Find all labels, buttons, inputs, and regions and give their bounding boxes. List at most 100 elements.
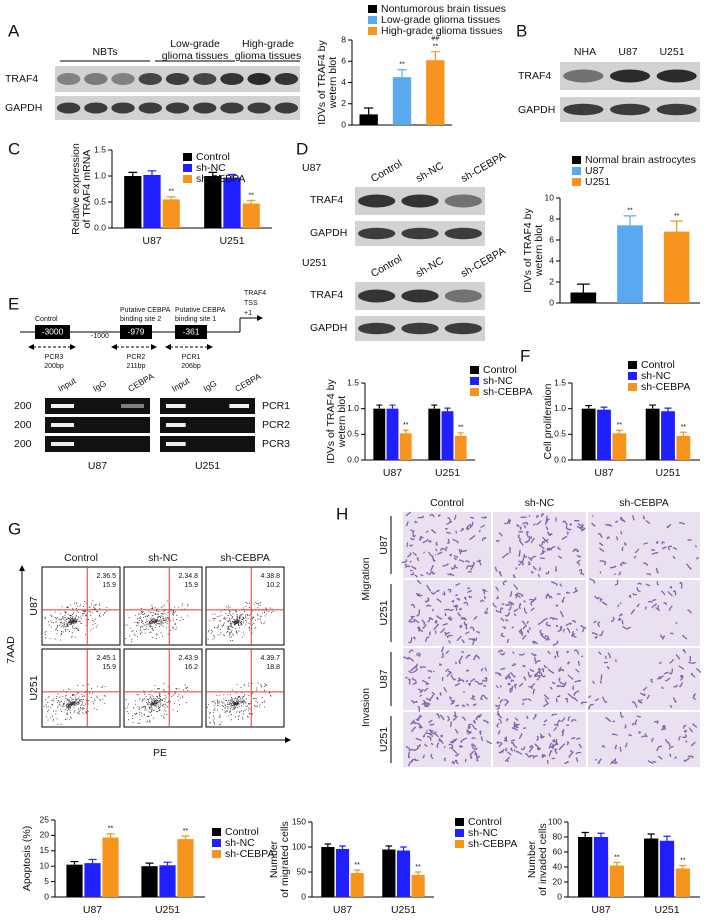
blot-band — [563, 69, 604, 83]
error-bar — [400, 846, 407, 851]
y-axis-label: IDVs of TRAF4 by — [316, 40, 328, 125]
size-marker: 200 — [14, 438, 32, 450]
y-tick-label: 25 — [40, 814, 50, 824]
x-tick-label: U87 — [333, 904, 352, 916]
error-bar — [600, 406, 608, 410]
legend-label: U251 — [585, 176, 610, 188]
quadrant-value: 2.34.8 — [179, 573, 199, 580]
bar — [242, 203, 260, 228]
column-label: sh-NC — [148, 552, 178, 564]
legend-label: sh-CEBPA — [196, 173, 245, 185]
legend-label: Control — [483, 364, 517, 376]
error-bar — [397, 69, 407, 78]
legend-label: Control — [641, 359, 675, 371]
panel-letter: E — [8, 294, 19, 313]
bar — [411, 875, 425, 897]
error-bar — [679, 431, 687, 436]
error-bar — [585, 404, 593, 409]
y-tick-label: 0.5 — [554, 429, 566, 439]
blot-band — [609, 103, 651, 116]
legend-swatch — [455, 818, 464, 826]
pcr-label: PCR3 — [45, 354, 64, 361]
plot-frame — [41, 566, 121, 646]
error-bar — [339, 845, 346, 849]
legend-swatch — [455, 829, 464, 837]
significance-label: ** — [681, 424, 687, 431]
gel-row — [45, 436, 150, 452]
y-tick-label: 5 — [44, 876, 49, 886]
cell-label: U251 — [302, 257, 327, 269]
blot-band — [165, 102, 190, 114]
y-tick-label: 6 — [549, 234, 554, 244]
row-label: U87 — [378, 535, 390, 554]
bar — [675, 868, 690, 897]
scatter-dots — [44, 600, 110, 641]
x-tick-label: U251 — [435, 467, 460, 479]
significance-label: ** — [680, 857, 686, 864]
row-label: U87 — [28, 596, 40, 615]
legend-label: Normal brain astrocytes — [585, 154, 696, 166]
bar — [84, 863, 101, 897]
y-tick-label: 0 — [549, 297, 554, 307]
gel-band — [166, 404, 186, 408]
y-axis-label: Relative expression — [70, 143, 82, 235]
y-tick-label: 40 — [553, 861, 563, 871]
blot-band — [165, 73, 190, 85]
legend-swatch — [470, 388, 479, 396]
quadrant-value: 2.43.9 — [179, 655, 199, 662]
significance-label: ** — [614, 854, 620, 861]
y-tick-label: 0.0 — [554, 454, 566, 464]
error-bar — [414, 871, 422, 875]
gel-band — [229, 404, 249, 408]
cell-label: U251 — [195, 460, 220, 472]
legend-swatch — [628, 372, 637, 380]
blot-band — [274, 102, 299, 114]
pcr-label: PCR1 — [182, 354, 201, 361]
lane-label: IgG — [201, 378, 218, 394]
gel-band — [166, 423, 186, 427]
bar — [141, 866, 158, 897]
cell-label: U87 — [302, 162, 321, 174]
plot-frame — [205, 648, 285, 728]
bar — [399, 433, 412, 460]
legend-swatch — [212, 850, 221, 858]
y-tick-label: 8 — [341, 34, 346, 44]
cell-stain — [492, 580, 587, 647]
blot-band — [656, 103, 697, 116]
blot-band — [220, 73, 244, 85]
y-tick-label: 20 — [40, 830, 50, 840]
bar — [597, 409, 611, 460]
bar — [162, 199, 180, 228]
y-axis-label: Number — [268, 840, 280, 878]
error-bar — [647, 833, 655, 839]
legend-swatch — [183, 153, 192, 161]
bar — [570, 292, 597, 303]
gel-band — [51, 404, 74, 408]
bar — [159, 865, 176, 897]
legend-label: sh-NC — [196, 162, 226, 174]
quadrant-value: 16.2 — [184, 664, 198, 671]
y-tick-label: 1.5 — [554, 377, 566, 387]
legend-swatch — [212, 839, 221, 847]
cell-stain — [495, 649, 588, 710]
y-tick-label: 20 — [553, 876, 563, 886]
x-tick-label: U251 — [654, 904, 679, 916]
error-bar — [613, 861, 621, 866]
error-bar — [376, 404, 383, 409]
quadrant-value: 15.9 — [102, 582, 116, 589]
y-axis-label: wetern blot — [327, 57, 339, 109]
legend-swatch — [572, 167, 581, 175]
pcr-size: 206bp — [181, 363, 201, 370]
group-label: Invasion — [360, 688, 372, 727]
error-bar — [166, 196, 176, 200]
cell-stain — [588, 649, 702, 710]
site-pos: -979 — [127, 326, 144, 336]
legend-label: High-grade glioma tissues — [381, 25, 502, 37]
bar — [617, 225, 643, 303]
legend-label: sh-NC — [641, 370, 671, 382]
row-label: TRAF4 — [5, 73, 38, 85]
cell-stain — [496, 710, 583, 765]
significance-label: ** — [458, 425, 464, 432]
bar — [612, 433, 627, 460]
legend-label: Nontumorous brain tissues — [381, 3, 506, 15]
